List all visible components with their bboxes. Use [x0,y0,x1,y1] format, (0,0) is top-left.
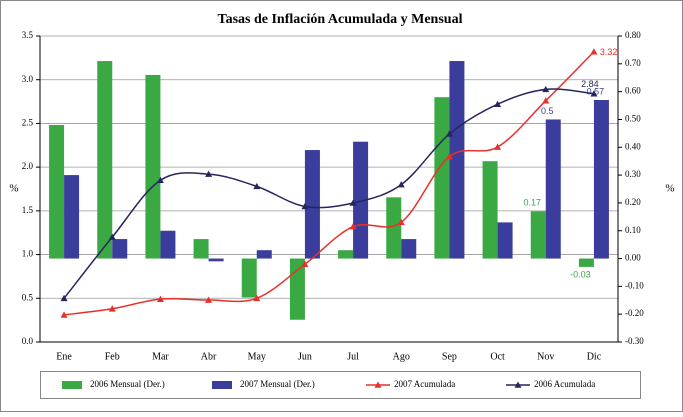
line-marker [494,100,502,107]
line-marker [205,296,213,303]
x-tick-label: May [248,351,266,362]
line-marker [301,260,309,267]
bar [578,258,594,267]
line-marker [349,223,357,230]
legend-swatch [212,381,232,389]
line-marker [445,130,453,137]
x-tick-label: Jul [347,351,359,362]
y-tick-label: 0.5 [22,292,34,302]
line-marker [349,199,357,206]
y2-tick-label: 0.70 [625,58,641,68]
x-tick-label: Nov [537,351,554,362]
bar [145,74,161,259]
x-tick-label: Ene [56,351,72,362]
line-marker [156,295,164,302]
y-tick-label: 1.5 [22,205,34,215]
y-tick-label: 3.5 [22,30,34,40]
bar [434,97,450,259]
x-tick-label: Dic [587,351,602,362]
bar [49,125,65,259]
y2-tick-label: 0.50 [625,114,641,124]
y2-tick-label: 0.40 [625,141,641,151]
bar [353,141,369,259]
line-marker [205,170,213,177]
legend-label: 2007 Acumulada [394,379,455,389]
y2-tick-label: 0.00 [625,253,641,263]
y2-axis-label: % [665,183,674,195]
bar [193,239,209,259]
bar [338,250,354,259]
bar [112,239,128,259]
line-marker [542,85,550,93]
x-tick-label: Ago [393,351,410,362]
y-axis-label: % [9,183,18,195]
line-marker [60,311,68,318]
line-marker [253,182,261,190]
y-tick-label: 3.0 [22,74,34,84]
line-marker [542,97,550,104]
bar [208,258,224,262]
data-label: 3.32 [600,47,618,57]
y2-tick-label: 0.30 [625,169,641,179]
bar [449,61,465,259]
bar [97,61,113,259]
line-marker [445,153,453,160]
legend-marker [514,381,522,388]
data-label: 0.17 [523,198,541,208]
y2-tick-label: 0.80 [625,30,641,40]
legend-label: 2006 Mensual (Der.) [90,379,165,389]
y-tick-label: 1.0 [22,249,34,259]
line-marker [494,143,502,150]
bar [241,258,257,298]
legend-label: 2006 Acumulada [534,379,595,389]
line-marker [156,176,164,184]
line-marker [60,294,68,302]
line-marker [108,233,116,240]
bar [482,161,498,259]
y2-tick-label: 0.60 [625,86,641,96]
x-tick-label: Oct [490,351,505,362]
y2-tick-label: -0.30 [625,336,644,346]
bar [289,258,305,320]
bar [64,175,80,259]
x-tick-label: Feb [105,351,120,362]
line-marker [397,218,405,226]
y2-tick-label: 0.10 [625,225,641,235]
y2-tick-label: -0.10 [625,280,644,290]
y2-tick-label: 0.20 [625,197,641,207]
y2-tick-label: -0.20 [625,308,644,318]
bar [386,197,402,259]
y-tick-label: 0.0 [22,336,34,346]
data-label: 0.57 [587,86,605,96]
bar [304,150,320,259]
bar [497,222,513,259]
x-tick-label: Abr [201,351,217,362]
data-label: -0.03 [570,269,591,279]
data-label: 2.84 [581,79,599,89]
bar [593,99,609,259]
line-marker [301,202,309,210]
bar [401,239,417,259]
x-tick-label: Mar [152,351,169,362]
bar [545,119,561,259]
line-marker [253,294,261,302]
bar [256,250,272,259]
bar [160,230,176,259]
line-marker [397,181,405,188]
x-tick-label: Sep [442,351,457,362]
legend-box [40,371,641,399]
line-marker [590,90,598,97]
y-tick-label: 2.5 [22,117,34,127]
line-marker [108,305,116,312]
y-tick-label: 2.0 [22,161,34,171]
data-label: 0.5 [541,106,554,116]
x-tick-label: Jun [298,351,312,362]
chart-title: Tasas de Inflación Acumulada y Mensual [218,12,463,27]
legend-label: 2007 Mensual (Der.) [240,379,315,389]
legend-swatch [62,381,82,389]
bar [530,211,546,259]
legend-marker [374,381,382,388]
line-marker [590,48,598,55]
